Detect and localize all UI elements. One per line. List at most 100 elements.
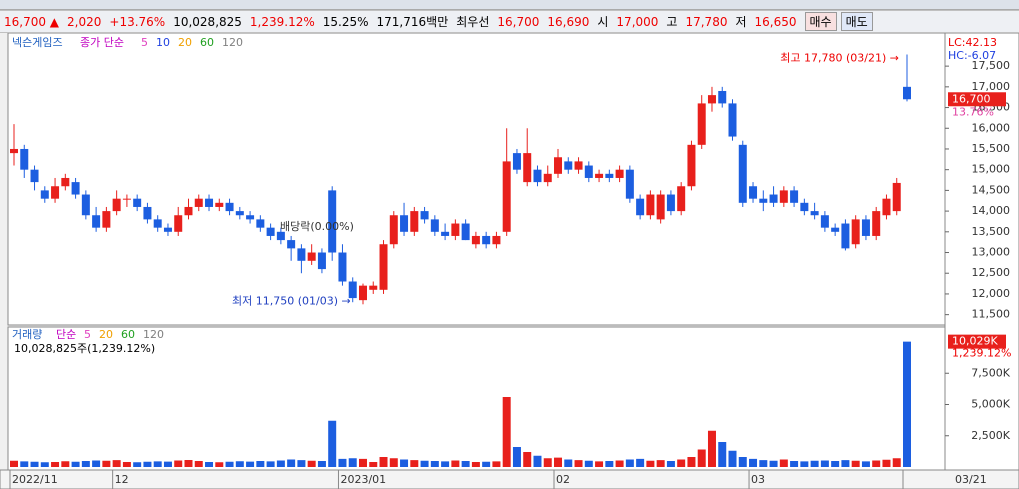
candle-body: [790, 190, 799, 203]
volume-bar: [112, 460, 121, 467]
y-tick-label: 17,000: [972, 80, 1011, 93]
candle-body: [20, 148, 29, 170]
candle-body: [10, 148, 18, 154]
candle-body: [851, 219, 860, 245]
candle-body: [400, 215, 409, 232]
volume-bar: [338, 458, 347, 467]
volume-bar: [246, 461, 255, 467]
toolbar: [0, 0, 1019, 10]
candle-body: [348, 281, 357, 299]
volume-bar: [769, 460, 778, 467]
candle-body: [225, 202, 234, 212]
candle-body: [749, 186, 758, 199]
volume-bar: [400, 459, 409, 467]
candle-body: [92, 215, 101, 228]
candle-body: [779, 190, 788, 203]
candle-body: [625, 169, 634, 199]
volume-bar: [554, 457, 563, 467]
candle-body: [697, 103, 706, 145]
volume-bar: [810, 460, 819, 467]
volume-bar: [81, 461, 90, 467]
volume-bar: [677, 459, 686, 467]
candle-body: [338, 252, 347, 282]
candle-body: [882, 198, 891, 216]
legend-ma-label: 단순: [56, 328, 76, 341]
y-tick-label: 15,000: [972, 163, 1011, 176]
price-panel: [7, 33, 946, 326]
last-ratio: 1,239.12%: [952, 347, 1011, 360]
candle-body: [564, 161, 573, 170]
volume-bar: [728, 450, 737, 467]
candle-body: [666, 194, 675, 212]
hc: HC:-6.07: [948, 49, 996, 62]
legend-title: 넥슨게임즈: [12, 36, 63, 49]
volume-bar: [133, 462, 142, 467]
candle-body: [410, 211, 419, 232]
candle-body: [205, 198, 214, 207]
volume-bar: [235, 461, 244, 467]
candle-body: [317, 252, 326, 270]
y-tick-label: 2,500K: [971, 429, 1010, 442]
volume-bar: [389, 458, 398, 467]
volume-bar: [297, 460, 306, 467]
candle-body: [266, 227, 275, 236]
y-tick-label: 14,000: [972, 204, 1011, 217]
candle-body: [194, 198, 203, 207]
volume-bar: [574, 460, 583, 467]
volume-bar: [892, 458, 901, 467]
best-bid: 16,690: [547, 14, 590, 29]
volume-bar: [369, 462, 378, 467]
candle-body: [61, 177, 70, 187]
candle-body: [810, 211, 819, 216]
y-tick-label: 15,500: [972, 142, 1011, 155]
volume-bar: [564, 459, 573, 467]
candle-body: [831, 227, 840, 232]
candle-body: [595, 173, 604, 178]
candle-body: [646, 194, 655, 216]
date-label: 03/21: [955, 473, 987, 486]
candle-body: [759, 198, 768, 203]
volume-bar: [831, 461, 840, 467]
candle-body: [543, 173, 552, 183]
volume-bar: [276, 460, 285, 467]
y-tick-label: 13,000: [972, 246, 1011, 259]
sell-button[interactable]: 매도: [840, 12, 873, 31]
change: 2,020: [67, 14, 102, 29]
y-tick-label: 5,000K: [971, 398, 1010, 411]
x-tick-label: 2022/11: [12, 473, 58, 486]
candle-body: [174, 215, 183, 232]
volume-bar: [92, 460, 101, 467]
volume-bar: [51, 462, 60, 467]
volume-bar: [420, 460, 429, 467]
candle-body: [287, 240, 296, 249]
candle-body: [523, 153, 532, 183]
volume-bar: [779, 459, 788, 467]
volume-bar: [687, 457, 696, 467]
volume-bar: [636, 458, 645, 467]
volume-bar: [861, 461, 870, 467]
volume-bar: [800, 461, 809, 467]
volume-bar: [718, 442, 727, 467]
candle-body: [276, 231, 285, 241]
open: 17,000: [616, 14, 659, 29]
candle-body: [153, 219, 162, 228]
candle-body: [677, 186, 686, 212]
x-tick-label: 03: [751, 473, 765, 486]
candle-body: [112, 198, 121, 212]
last-price: 16,700: [952, 92, 991, 105]
candle-body: [163, 227, 172, 232]
volume-bar: [20, 461, 29, 467]
volume-bar: [410, 460, 419, 467]
buy-button[interactable]: 매수: [804, 12, 837, 31]
volume-bar: [615, 460, 624, 467]
candle-body: [872, 211, 881, 236]
change-pct: +13.76%: [109, 14, 166, 29]
candle-body: [30, 169, 39, 183]
low-label: 저: [735, 15, 747, 29]
best-label: 최우선: [456, 15, 490, 29]
volume-bar: [523, 452, 532, 467]
candle-body: [461, 223, 470, 241]
amount: 171,716백만: [376, 15, 449, 29]
volume-bar: [225, 461, 234, 467]
